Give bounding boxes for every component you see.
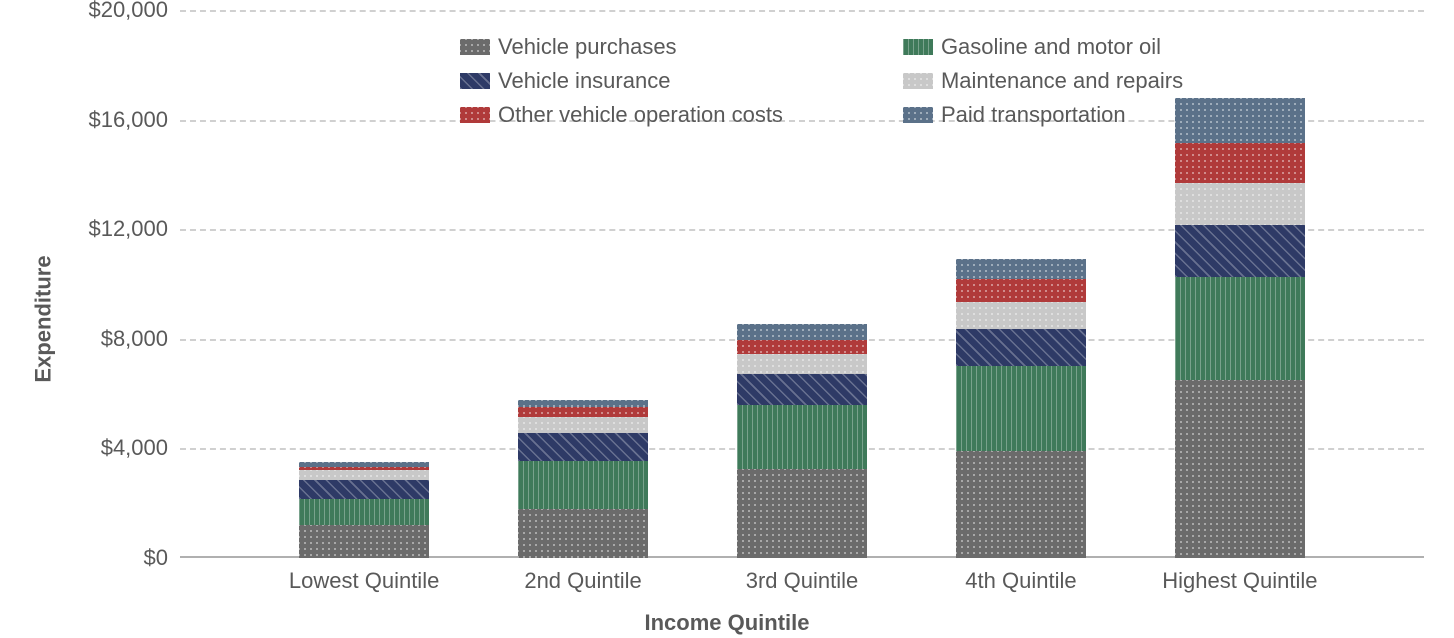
bar-segment bbox=[299, 467, 429, 470]
bar-segment bbox=[737, 405, 867, 469]
bar-segment bbox=[737, 324, 867, 340]
bar-segment bbox=[518, 407, 648, 417]
legend-swatch bbox=[460, 73, 490, 89]
x-axis-title: Income Quintile bbox=[0, 610, 1454, 636]
legend-label: Gasoline and motor oil bbox=[941, 34, 1161, 60]
legend-item: Maintenance and repairs bbox=[903, 68, 1183, 94]
bar-segment bbox=[518, 461, 648, 509]
bar-segment bbox=[1175, 380, 1305, 558]
x-tick-label: 3rd Quintile bbox=[746, 558, 859, 594]
bar-segment bbox=[956, 302, 1086, 329]
bar-segment bbox=[1175, 225, 1305, 277]
bar-segment bbox=[737, 469, 867, 558]
y-tick-label: $20,000 bbox=[88, 0, 180, 23]
x-tick-label: 4th Quintile bbox=[965, 558, 1076, 594]
y-tick-label: $8,000 bbox=[101, 326, 180, 352]
bar-segment bbox=[956, 329, 1086, 366]
bar-segment bbox=[956, 259, 1086, 278]
bar-segment bbox=[1175, 183, 1305, 225]
y-tick-label: $12,000 bbox=[88, 216, 180, 242]
y-axis-title: Expenditure bbox=[31, 255, 57, 382]
x-tick-label: 2nd Quintile bbox=[524, 558, 641, 594]
bar-segment bbox=[1175, 277, 1305, 380]
legend-item: Vehicle insurance bbox=[460, 68, 783, 94]
x-tick-label: Lowest Quintile bbox=[289, 558, 439, 594]
bar-segment bbox=[956, 366, 1086, 451]
bar-segment bbox=[1175, 98, 1305, 143]
legend-swatch bbox=[460, 107, 490, 123]
legend-label: Maintenance and repairs bbox=[941, 68, 1183, 94]
legend-item: Gasoline and motor oil bbox=[903, 34, 1183, 60]
legend-label: Other vehicle operation costs bbox=[498, 102, 783, 128]
bar-segment bbox=[737, 340, 867, 354]
legend-swatch bbox=[903, 39, 933, 55]
legend-label: Vehicle insurance bbox=[498, 68, 670, 94]
chart-container: Expenditure Vehicle purchases Gasoline an… bbox=[0, 0, 1454, 638]
y-tick-label: $0 bbox=[144, 545, 180, 571]
x-tick-label: Highest Quintile bbox=[1162, 558, 1317, 594]
legend-swatch bbox=[903, 73, 933, 89]
bar-segment bbox=[299, 525, 429, 558]
legend: Vehicle purchases Gasoline and motor oil V… bbox=[460, 34, 1183, 128]
plot-area: Vehicle purchases Gasoline and motor oil V… bbox=[180, 10, 1424, 558]
y-tick-label: $4,000 bbox=[101, 435, 180, 461]
bar-segment bbox=[737, 354, 867, 375]
bar-segment bbox=[299, 499, 429, 525]
bar-segment bbox=[518, 509, 648, 558]
legend-swatch bbox=[903, 107, 933, 123]
legend-label: Paid transportation bbox=[941, 102, 1126, 128]
legend-swatch bbox=[460, 39, 490, 55]
legend-item: Other vehicle operation costs bbox=[460, 102, 783, 128]
bar-segment bbox=[518, 417, 648, 433]
bar-segment bbox=[956, 451, 1086, 558]
bar-segment bbox=[299, 462, 429, 467]
bar-segment bbox=[299, 480, 429, 499]
bar-segment bbox=[518, 433, 648, 460]
legend-label: Vehicle purchases bbox=[498, 34, 677, 60]
bar-segment bbox=[518, 400, 648, 408]
bar-segment bbox=[737, 374, 867, 404]
y-tick-label: $16,000 bbox=[88, 107, 180, 133]
bar-segment bbox=[299, 470, 429, 480]
bar-segment bbox=[956, 279, 1086, 302]
legend-item: Vehicle purchases bbox=[460, 34, 783, 60]
bar-segment bbox=[1175, 143, 1305, 183]
legend-item: Paid transportation bbox=[903, 102, 1183, 128]
